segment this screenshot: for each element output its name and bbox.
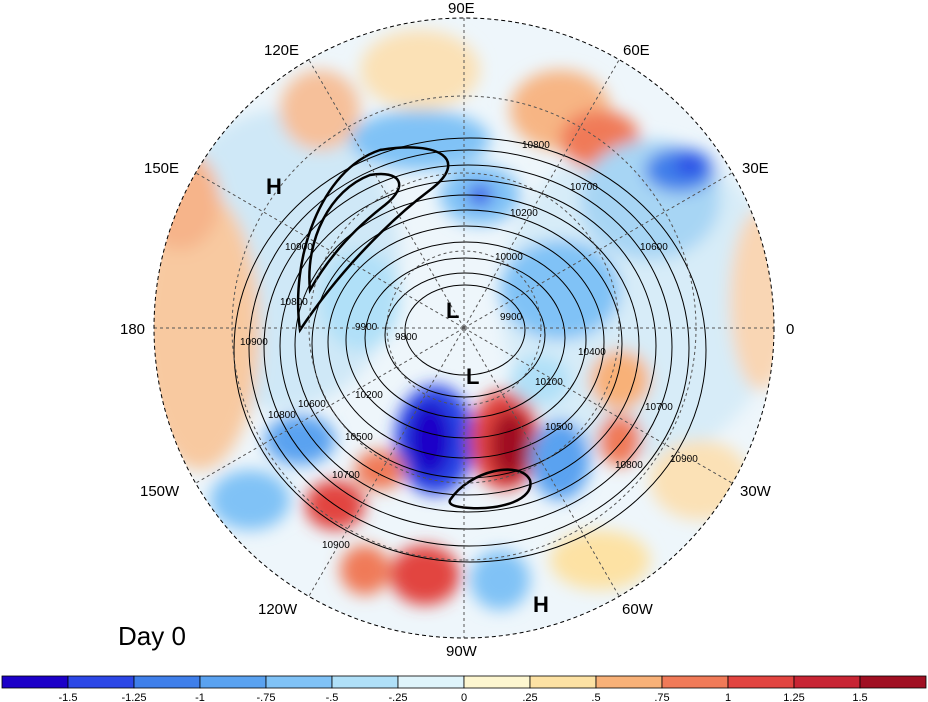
- high-pressure-center-marker: H: [266, 174, 282, 199]
- longitude-label: 30E: [742, 160, 769, 177]
- low-pressure-center-marker: L: [446, 298, 459, 323]
- height-contours: [233, 137, 707, 563]
- contour-label: 10400: [578, 347, 606, 358]
- day-label: Day 0: [118, 621, 186, 651]
- longitude-label: 90W: [446, 643, 478, 660]
- colorbar-tick-label: -.5: [326, 692, 339, 702]
- colorbar-tick-label: .75: [654, 692, 669, 702]
- colorbar-swatch: [859, 675, 927, 689]
- contour-label: 10800: [522, 140, 550, 151]
- contour-label: 10800: [615, 460, 643, 471]
- contour-label: 9800: [395, 332, 418, 343]
- colorbar-tick-label: 1.25: [783, 692, 804, 702]
- contour-label: 10900: [322, 540, 350, 551]
- colorbar-tick-label: -.25: [389, 692, 408, 702]
- contour-label: 10500: [545, 422, 573, 433]
- colorbar-tick-label: -1.5: [59, 692, 78, 702]
- colorbar-tick-label: -1: [195, 692, 205, 702]
- contour-label: 10500: [345, 432, 373, 443]
- colorbar: -1.5 -1.25 -1 -.75 -.5 -.25 0 .25 .5 .75 1 1.25 1.5: [1, 675, 927, 702]
- colorbar-swatch: [199, 675, 267, 689]
- contour-labels: 10800 10700 10200 10000 10600 9900 9800 …: [240, 140, 698, 551]
- longitude-label: 60E: [623, 42, 650, 59]
- contour-label: 10800: [268, 410, 296, 421]
- contour-label: 10200: [355, 390, 383, 401]
- colorbar-tick-label: 1: [725, 692, 731, 702]
- high-pressure-center-marker: H: [533, 592, 549, 617]
- longitude-label: 150E: [144, 160, 179, 177]
- colorbar-swatch: [661, 675, 729, 689]
- colorbar-swatch: [397, 675, 465, 689]
- jet-contours: [296, 146, 532, 510]
- colorbar-swatch: [727, 675, 795, 689]
- colorbar-swatch: [1, 675, 69, 689]
- contour-label: 10900: [670, 454, 698, 465]
- longitude-label: 150W: [140, 483, 180, 500]
- colorbar-swatch: [595, 675, 663, 689]
- longitude-label: 30W: [740, 483, 772, 500]
- longitude-label: 90E: [448, 0, 475, 17]
- contour-label: 10200: [510, 208, 538, 219]
- longitude-label: 180: [120, 321, 145, 338]
- colorbar-swatch: [265, 675, 333, 689]
- contour-label: 9900: [500, 312, 523, 323]
- contour-label: 10700: [332, 470, 360, 481]
- contour-label: 10100: [535, 377, 563, 388]
- low-pressure-center-marker: L: [466, 364, 479, 389]
- longitude-label: 60W: [622, 601, 654, 618]
- contour-label: 10700: [645, 402, 673, 413]
- contour-label: 10600: [298, 399, 326, 410]
- longitude-label: 0: [786, 321, 794, 338]
- longitude-labels: 90E 60E 30E 0 30W 60W 90W 120W 150W 180 …: [120, 0, 794, 660]
- colorbar-tick-label: -.75: [257, 692, 276, 702]
- contour-label: 10900: [240, 337, 268, 348]
- colorbar-tick-label: -1.25: [121, 692, 146, 702]
- colorbar-tick-label: .25: [522, 692, 537, 702]
- contour-label: 10000: [495, 252, 523, 263]
- map-boundary: [153, 17, 775, 639]
- colorbar-swatch: [67, 675, 135, 689]
- colorbar-tick-label: 0: [461, 692, 467, 702]
- contour-label: 10600: [640, 242, 668, 253]
- colorbar-swatch: [331, 675, 399, 689]
- colorbar-swatch: [529, 675, 597, 689]
- contour-label: 10700: [570, 182, 598, 193]
- colorbar-swatch: [463, 675, 531, 689]
- colorbar-swatch: [793, 675, 861, 689]
- graticule: [154, 18, 774, 638]
- anomaly-field: [154, 18, 774, 638]
- colorbar-tick-label: 1.5: [852, 692, 867, 702]
- colorbar-tick-label: .5: [591, 692, 600, 702]
- longitude-label: 120W: [258, 601, 298, 618]
- colorbar-swatch: [133, 675, 201, 689]
- longitude-label: 120E: [264, 42, 299, 59]
- contour-label: 10800: [280, 297, 308, 308]
- contour-label: 10900: [285, 242, 313, 253]
